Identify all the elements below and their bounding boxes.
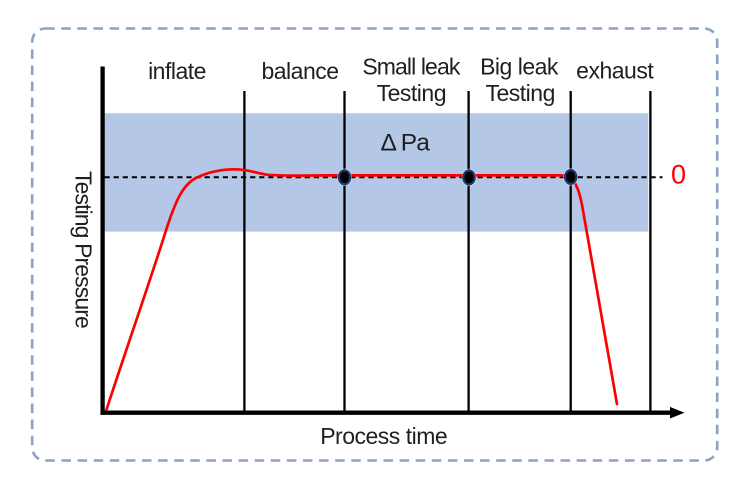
svg-text:Testing Pressure: Testing Pressure (71, 171, 97, 328)
svg-text:Big leak: Big leak (480, 54, 559, 80)
svg-text:inflate: inflate (148, 58, 206, 84)
svg-text:exhaust: exhaust (576, 57, 654, 83)
svg-text:Small leak: Small leak (362, 54, 460, 80)
svg-text:Testing: Testing (486, 80, 555, 106)
svg-text:Process time: Process time (320, 423, 447, 449)
svg-text:0: 0 (671, 160, 686, 190)
svg-text:balance: balance (261, 58, 338, 84)
svg-text:Testing: Testing (377, 80, 446, 106)
svg-text:Δ Pa: Δ Pa (381, 129, 431, 156)
